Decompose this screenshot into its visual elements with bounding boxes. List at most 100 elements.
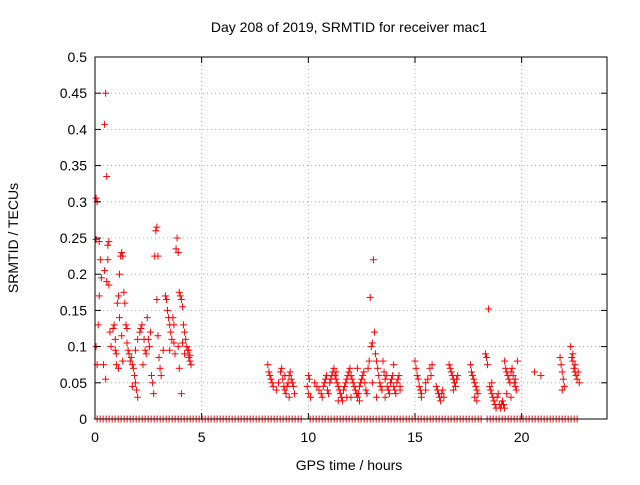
data-point (169, 314, 177, 322)
data-point (268, 379, 276, 387)
data-point (362, 386, 370, 394)
data-point (281, 386, 289, 394)
data-point (334, 382, 342, 390)
data-point (488, 390, 496, 398)
data-point (269, 382, 277, 390)
data-point (558, 368, 566, 376)
data-point (186, 351, 194, 359)
data-point (340, 386, 348, 394)
data-point (164, 306, 172, 314)
data-point (353, 364, 361, 372)
data-point (449, 386, 457, 394)
data-point (394, 375, 402, 383)
data-point (426, 364, 434, 372)
data-point (472, 382, 480, 390)
data-point (376, 379, 384, 387)
data-point (175, 288, 183, 296)
data-point (365, 357, 373, 365)
data-point (364, 364, 372, 372)
data-point (104, 256, 112, 264)
data-point (318, 393, 326, 401)
data-point (412, 364, 420, 372)
data-point (153, 223, 161, 231)
data-point (288, 379, 296, 387)
data-point (384, 386, 392, 394)
data-point (390, 382, 398, 390)
data-point (120, 288, 128, 296)
data-point (100, 361, 108, 369)
tick-marks (94, 56, 607, 420)
data-point (569, 350, 577, 358)
data-point (432, 382, 440, 390)
data-point (170, 339, 178, 347)
data-point (112, 350, 120, 358)
data-point (134, 393, 142, 401)
data-point (159, 346, 167, 354)
data-point (281, 372, 289, 380)
y-tick-label: 0.2 (68, 266, 88, 282)
data-point (142, 350, 150, 358)
data-point (330, 364, 338, 372)
data-point (303, 382, 311, 390)
data-point (130, 372, 138, 380)
data-point (422, 379, 430, 387)
data-point (569, 357, 577, 365)
data-point (473, 386, 481, 394)
data-point (274, 379, 282, 387)
data-point (168, 335, 176, 343)
data-point (349, 379, 357, 387)
data-point (487, 386, 495, 394)
data-point (469, 372, 477, 380)
data-point (559, 375, 567, 383)
data-point (105, 238, 113, 246)
data-point (378, 386, 386, 394)
data-point (481, 350, 489, 358)
data-point (105, 281, 113, 289)
data-point (570, 364, 578, 372)
data-point (319, 382, 327, 390)
data-point (395, 372, 403, 380)
data-point (567, 343, 575, 351)
x-tick-label: 10 (301, 429, 317, 445)
data-point (470, 375, 478, 383)
data-point (278, 364, 286, 372)
data-point (289, 382, 297, 390)
data-point (174, 248, 182, 256)
data-point (332, 375, 340, 383)
data-point (438, 390, 446, 398)
data-point (341, 382, 349, 390)
data-point (440, 393, 448, 401)
data-point (336, 390, 344, 398)
data-point (306, 393, 314, 401)
data-point (411, 357, 419, 365)
data-point (277, 368, 285, 376)
data-point (471, 379, 479, 387)
data-point (568, 353, 576, 361)
data-point (484, 361, 492, 369)
data-point (369, 256, 377, 264)
data-point (126, 357, 134, 365)
data-point (373, 357, 381, 365)
data-point (111, 346, 119, 354)
data-point (500, 401, 508, 409)
data-point (146, 328, 154, 336)
data-point (143, 314, 151, 322)
data-point (560, 382, 568, 390)
data-point (358, 375, 366, 383)
y-tick-label: 0.4 (68, 121, 88, 137)
data-point (347, 393, 355, 401)
data-point (427, 372, 435, 380)
data-point (172, 245, 180, 253)
data-point (279, 375, 287, 383)
data-point (178, 303, 186, 311)
data-point (325, 390, 333, 398)
data-point (167, 328, 175, 336)
data-point (486, 382, 494, 390)
data-point (106, 328, 114, 336)
data-point (356, 397, 364, 405)
data-point (175, 364, 183, 372)
data-point (505, 375, 513, 383)
data-point (354, 390, 362, 398)
data-point (183, 343, 191, 351)
data-point (390, 361, 398, 369)
